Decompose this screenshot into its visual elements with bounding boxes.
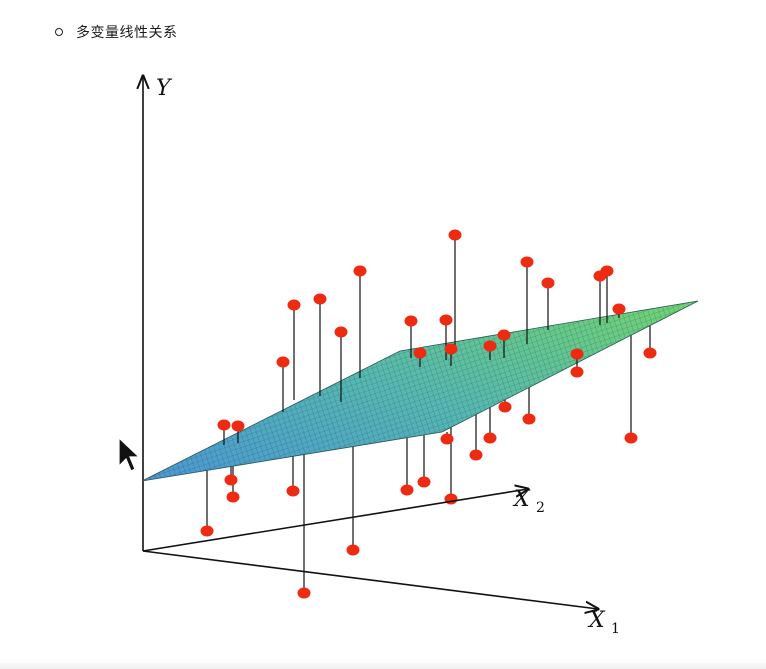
above-data-point bbox=[498, 330, 511, 341]
above-data-point bbox=[277, 357, 290, 368]
below-data-point bbox=[523, 414, 536, 425]
below-data-point bbox=[287, 486, 300, 497]
below-data-point bbox=[484, 433, 497, 444]
below-data-point bbox=[644, 348, 657, 359]
above-data-point bbox=[218, 420, 231, 431]
above-data-point bbox=[601, 266, 614, 277]
above-data-point bbox=[314, 294, 327, 305]
regression-plane bbox=[142, 301, 698, 481]
below-data-point bbox=[571, 367, 584, 378]
below-data-point bbox=[201, 526, 214, 537]
below-data-point bbox=[499, 402, 512, 413]
y-axis-label: Y bbox=[156, 76, 173, 101]
above-data-point bbox=[571, 349, 584, 360]
below-data-point bbox=[470, 450, 483, 461]
above-data-point bbox=[354, 266, 367, 277]
above-data-point bbox=[613, 304, 626, 315]
above-data-point bbox=[521, 257, 534, 268]
below-data-point bbox=[625, 433, 638, 444]
below-data-point bbox=[227, 492, 240, 503]
bottom-divider bbox=[0, 663, 766, 669]
x2-axis bbox=[143, 489, 528, 551]
below-data-point bbox=[418, 477, 431, 488]
x1-axis-label: X bbox=[587, 608, 606, 633]
above-data-point bbox=[405, 316, 418, 327]
below-data-point bbox=[401, 485, 414, 496]
above-data-point bbox=[542, 278, 555, 289]
above-data-point bbox=[484, 341, 497, 352]
x1-axis-subscript: 1 bbox=[611, 621, 620, 637]
below-data-point bbox=[347, 545, 360, 556]
above-data-point bbox=[449, 230, 462, 241]
above-data-point bbox=[440, 315, 453, 326]
above-data-point bbox=[414, 348, 427, 359]
below-data-point bbox=[225, 475, 238, 486]
below-data-point bbox=[441, 434, 454, 445]
above-data-point bbox=[288, 300, 301, 311]
above-data-point bbox=[232, 421, 245, 432]
x2-axis-label: X bbox=[512, 487, 531, 512]
arrow-cursor-icon bbox=[119, 438, 139, 471]
x2-axis-subscript: 2 bbox=[536, 500, 545, 516]
x1-axis bbox=[143, 551, 598, 609]
above-data-point bbox=[445, 344, 458, 355]
above-data-point bbox=[335, 327, 348, 338]
below-data-point bbox=[298, 588, 311, 599]
